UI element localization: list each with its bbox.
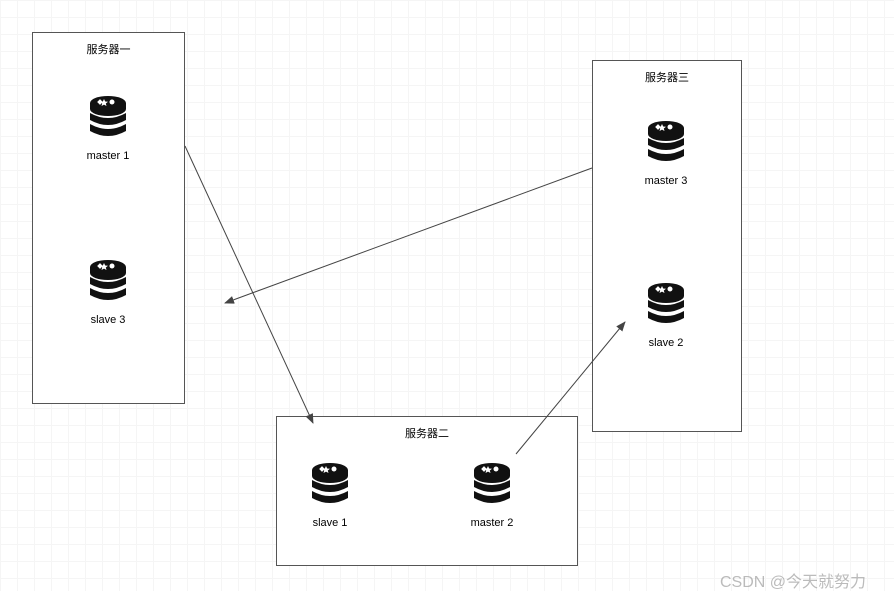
database-icon <box>84 257 132 305</box>
node-label: slave 2 <box>636 337 696 349</box>
database-icon <box>468 460 516 508</box>
database-icon <box>642 118 690 166</box>
server-title-3: 服务器三 <box>593 69 741 85</box>
node-label: master 2 <box>462 517 522 529</box>
node-master2: master 2 <box>462 460 522 529</box>
database-icon <box>84 93 132 141</box>
node-label: master 3 <box>636 175 696 187</box>
node-slave2: slave 2 <box>636 280 696 349</box>
node-label: slave 1 <box>300 517 360 529</box>
watermark-text: CSDN @今天就努力 <box>720 568 866 592</box>
database-icon <box>306 460 354 508</box>
node-label: master 1 <box>78 150 138 162</box>
database-icon <box>642 280 690 328</box>
server-title-2: 服务器二 <box>277 425 577 441</box>
server-box-3: 服务器三 <box>592 60 742 432</box>
node-slave3: slave 3 <box>78 257 138 326</box>
node-master1: master 1 <box>78 93 138 162</box>
node-label: slave 3 <box>78 314 138 326</box>
server-box-1: 服务器一 <box>32 32 185 404</box>
server-title-1: 服务器一 <box>33 41 184 57</box>
node-slave1: slave 1 <box>300 460 360 529</box>
node-master3: master 3 <box>636 118 696 187</box>
